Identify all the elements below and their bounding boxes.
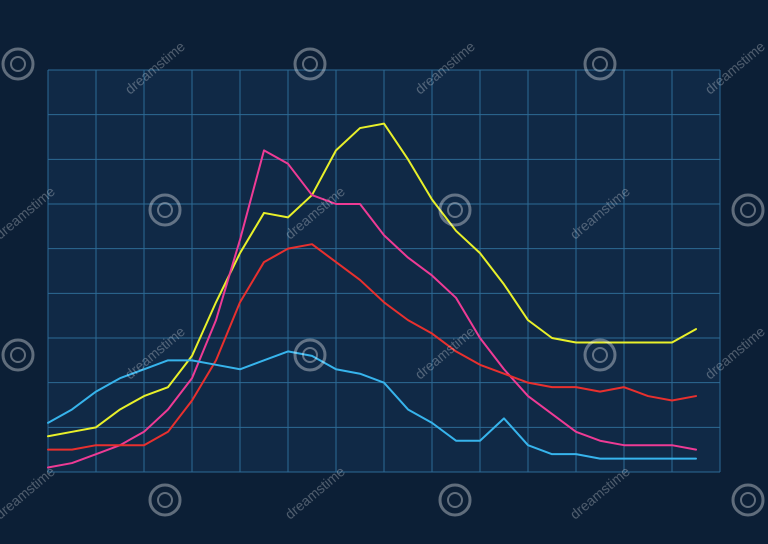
watermark-icon: [157, 492, 173, 508]
series-line: [47, 350, 697, 460]
watermark-icon: [447, 202, 463, 218]
watermark-icon: [731, 193, 765, 227]
series-line: [47, 243, 697, 451]
watermark-icon: [148, 193, 182, 227]
watermark: dreamstime: [0, 463, 58, 522]
watermark-icon: [731, 483, 765, 517]
watermark-icon: [293, 47, 327, 81]
series-line: [47, 122, 697, 438]
series-line: [47, 149, 697, 469]
watermark-icon: [148, 483, 182, 517]
watermark-icon: [302, 347, 318, 363]
watermark-icon: [592, 56, 608, 72]
watermark-icon: [740, 202, 756, 218]
watermark-icon: [583, 47, 617, 81]
watermark-icon: [10, 347, 26, 363]
watermark-icon: [1, 338, 35, 372]
watermark-icon: [293, 338, 327, 372]
watermark-icon: [302, 56, 318, 72]
watermark-icon: [592, 347, 608, 363]
watermark-icon: [447, 492, 463, 508]
watermark-icon: [740, 492, 756, 508]
watermark-icon: [1, 47, 35, 81]
watermark-icon: [157, 202, 173, 218]
watermark-icon: [10, 56, 26, 72]
watermark-icon: [438, 483, 472, 517]
watermark-icon: [438, 193, 472, 227]
watermark-icon: [583, 338, 617, 372]
watermark: dreamstime: [702, 38, 768, 97]
